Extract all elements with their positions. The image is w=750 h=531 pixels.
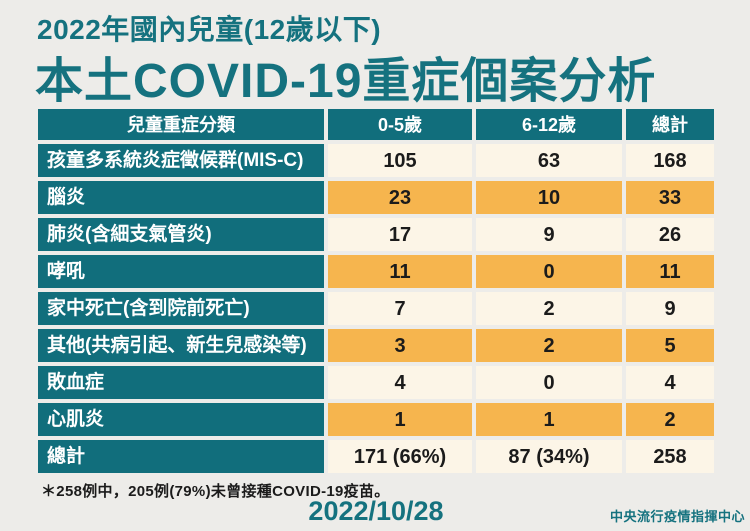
value-age-6-12: 9 — [476, 218, 622, 251]
report-date: 2022/10/28 — [308, 496, 444, 526]
row-label: 心肌炎 — [38, 403, 324, 436]
column-header-age-6-12: 6-12歲 — [476, 109, 622, 140]
value-age-6-12: 0 — [476, 255, 622, 288]
value-age-0-5: 7 — [328, 292, 472, 325]
value-total: 2 — [626, 403, 714, 436]
row-label: 腦炎 — [38, 181, 324, 214]
row-label: 哮吼 — [38, 255, 324, 288]
column-header-total: 總計 — [626, 109, 714, 140]
value-age-6-12: 2 — [476, 329, 622, 362]
value-age-0-5: 4 — [328, 366, 472, 399]
value-age-0-5: 3 — [328, 329, 472, 362]
value-age-6-12: 1 — [476, 403, 622, 436]
value-total: 4 — [626, 366, 714, 399]
value-age-6-12: 87 (34%) — [476, 440, 622, 473]
value-age-6-12: 2 — [476, 292, 622, 325]
organization-credit: 中央流行疫情指揮中心 — [609, 509, 745, 524]
row-label: 孩童多系統炎症徵候群(MIS-C) — [38, 144, 324, 177]
value-age-0-5: 105 — [328, 144, 472, 177]
title-line-1: 2022年國內兒童(12歲以下) — [37, 14, 382, 45]
value-age-0-5: 11 — [328, 255, 472, 288]
value-age-0-5: 171 (66%) — [328, 440, 472, 473]
title-line-2: 本土COVID-19重症個案分析 — [35, 55, 657, 108]
value-age-0-5: 23 — [328, 181, 472, 214]
footnote: ＊258例中，205例(79%)未曾接種COVID-19疫苗。 — [41, 483, 390, 500]
value-age-0-5: 1 — [328, 403, 472, 436]
value-age-6-12: 0 — [476, 366, 622, 399]
column-header-age-0-5: 0-5歲 — [328, 109, 472, 140]
value-total: 9 — [626, 292, 714, 325]
value-total: 26 — [626, 218, 714, 251]
row-label: 敗血症 — [38, 366, 324, 399]
value-total: 5 — [626, 329, 714, 362]
value-age-0-5: 17 — [328, 218, 472, 251]
row-label: 肺炎(含細支氣管炎) — [38, 218, 324, 251]
row-label: 其他(共病引起、新生兒感染等) — [38, 329, 324, 362]
value-age-6-12: 10 — [476, 181, 622, 214]
value-total: 33 — [626, 181, 714, 214]
row-label: 總計 — [38, 440, 324, 473]
value-total: 168 — [626, 144, 714, 177]
severity-table: 兒童重症分類 0-5歲 6-12歲 總計 孩童多系統炎症徵候群(MIS-C) 10… — [38, 109, 714, 473]
value-age-6-12: 63 — [476, 144, 622, 177]
column-header-category: 兒童重症分類 — [38, 109, 324, 140]
value-total: 11 — [626, 255, 714, 288]
value-total: 258 — [626, 440, 714, 473]
row-label: 家中死亡(含到院前死亡) — [38, 292, 324, 325]
